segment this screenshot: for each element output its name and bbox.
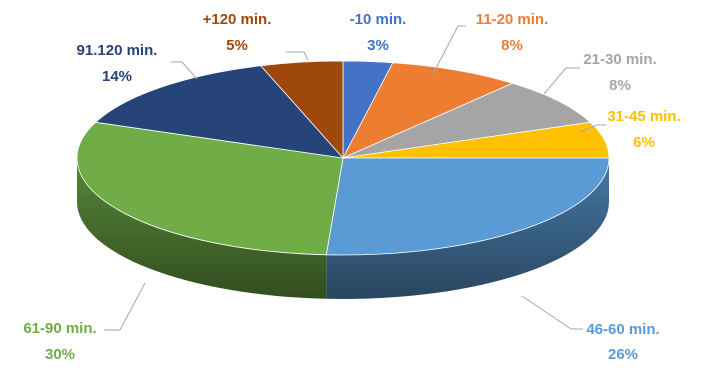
value-label-2: 8% [501, 37, 523, 54]
leader-line-7 [171, 61, 198, 80]
value-label-4: 6% [633, 134, 655, 151]
category-label-6: 61-90 min. [23, 320, 96, 337]
slice-5 [325, 157, 610, 256]
slice-6 [76, 121, 344, 256]
value-label-1: 3% [367, 37, 389, 54]
leader-line-2 [432, 25, 466, 75]
pie-sides [77, 158, 609, 299]
data-labels: -10 min. 3% 11-20 min. 8% 21-30 min. 8% 31-45 … [23, 11, 680, 363]
slice-3 [342, 82, 592, 159]
value-label-7: 14% [102, 68, 132, 85]
category-label-3: 21-30 min. [583, 51, 656, 68]
category-label-8: +120 min. [203, 11, 272, 28]
value-label-5: 26% [608, 346, 638, 363]
value-label-3: 8% [609, 77, 631, 94]
value-label-6: 30% [45, 346, 75, 363]
category-label-5: 46-60 min. [586, 321, 659, 338]
leader-line-6 [104, 282, 146, 331]
category-label-1: -10 min. [350, 11, 407, 28]
slice-8 [259, 60, 344, 160]
leader-lines [104, 25, 606, 331]
pie-slices [76, 60, 610, 256]
value-label-8: 5% [226, 37, 248, 54]
slice-side-5 [326, 158, 609, 299]
leader-line-5 [521, 295, 583, 330]
leader-line-3 [543, 67, 580, 95]
slice-side-6 [77, 158, 327, 299]
category-label-2: 11-20 min. [476, 11, 549, 28]
category-label-7: 91.120 min. [77, 42, 158, 59]
slice-2 [342, 62, 514, 159]
leader-line-8 [286, 51, 309, 61]
category-label-4: 31-45 min. [607, 108, 680, 125]
leader-line-4 [579, 124, 606, 133]
